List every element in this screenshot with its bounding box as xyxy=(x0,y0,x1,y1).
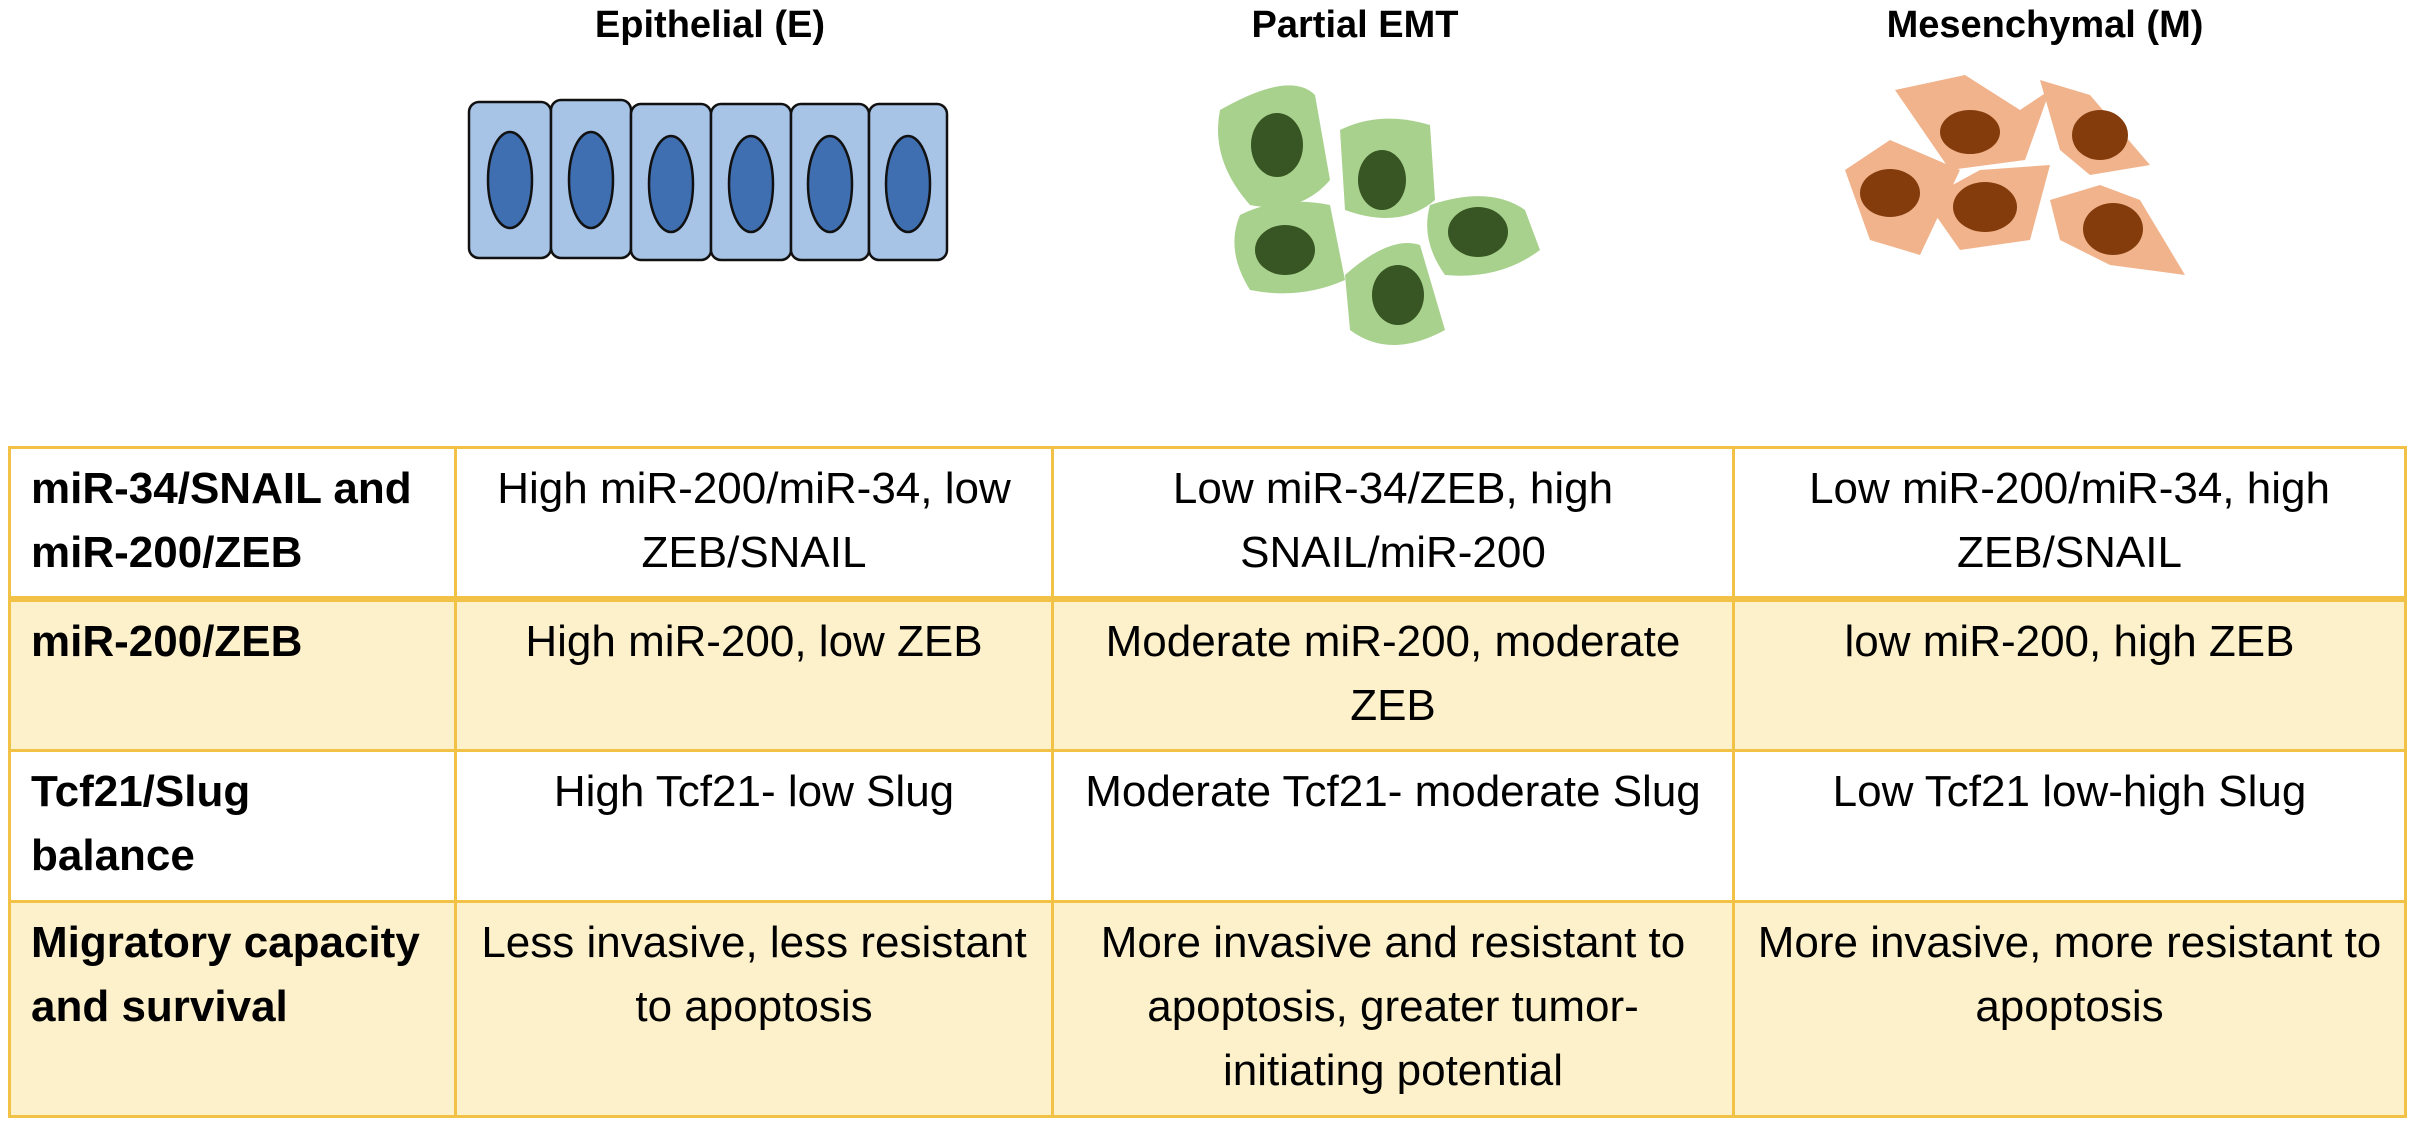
comparison-table: miR-34/SNAIL and miR-200/ZEB High miR-200… xyxy=(8,446,2407,1118)
row-label: miR-200/ZEB xyxy=(8,597,457,752)
table-cell: low miR-200, high ZEB xyxy=(1732,597,2407,752)
row-label: Tcf21/Slug balance xyxy=(8,749,457,903)
column-header: Epithelial (E) xyxy=(594,4,826,46)
table-body: miR-34/SNAIL and miR-200/ZEB High miR-200… xyxy=(8,446,2407,1118)
epithelial-cells xyxy=(467,98,949,262)
table-row: miR-34/SNAIL and miR-200/ZEB High miR-200… xyxy=(8,446,2407,602)
row-label: Migratory capacity and survival xyxy=(8,900,457,1118)
table-cell: Moderate Tcf21- moderate Slug xyxy=(1051,749,1735,903)
table-row: miR-200/ZEB High miR-200, low ZEB Moderate… xyxy=(8,597,2407,752)
table-cell: More invasive and resistant to apoptosis… xyxy=(1051,900,1735,1118)
table-cell: High miR-200/miR-34, low ZEB/SNAIL xyxy=(454,446,1054,602)
table-cell: Low miR-200/miR-34, high ZEB/SNAIL xyxy=(1732,446,2407,602)
table-cell: Less invasive, less resistant to apoptos… xyxy=(454,900,1054,1118)
partial-emt-cells xyxy=(1218,85,1540,345)
table-cell: High miR-200, low ZEB xyxy=(454,597,1054,752)
table-row: Migratory capacity and survival Less inva… xyxy=(8,900,2407,1118)
table-cell: Low Tcf21 low-high Slug xyxy=(1732,749,2407,903)
table-cell: More invasive, more resistant to apoptos… xyxy=(1732,900,2407,1118)
table-cell: High Tcf21- low Slug xyxy=(454,749,1054,903)
column-header: Partial EMT xyxy=(1251,4,1459,46)
mesenchymal-cells xyxy=(1845,75,2185,275)
table-cell: Low miR-34/ZEB, high SNAIL/miR-200 xyxy=(1051,446,1735,602)
table-row: Tcf21/Slug balance High Tcf21- low Slug Mo… xyxy=(8,749,2407,903)
cell-illustrations xyxy=(467,75,2185,345)
column-header: Mesenchymal (M) xyxy=(1886,4,2204,46)
row-label: miR-34/SNAIL and miR-200/ZEB xyxy=(8,446,457,602)
table-cell: Moderate miR-200, moderate ZEB xyxy=(1051,597,1735,752)
